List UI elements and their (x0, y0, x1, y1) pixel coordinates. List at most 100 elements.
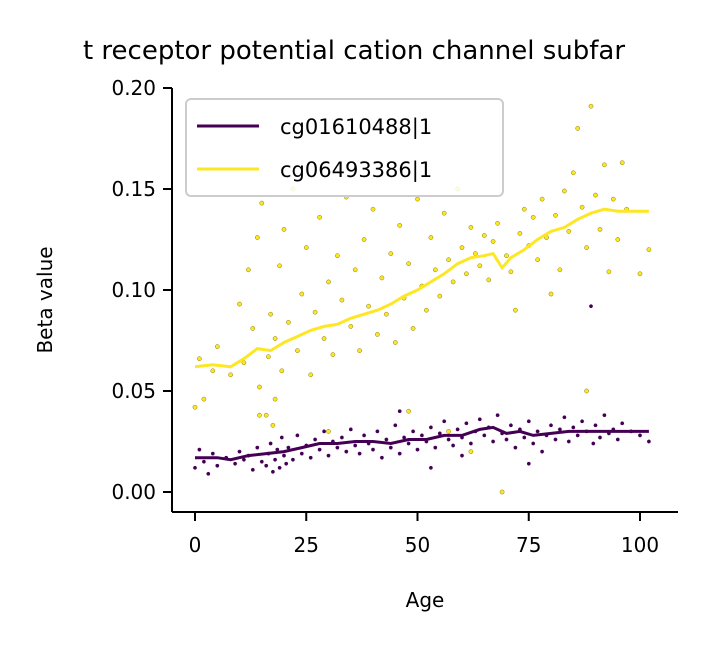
trend-line-cg01610488 (195, 425, 649, 462)
series-cg01610488 (192, 303, 652, 477)
data-point-cg06493386-12 (259, 200, 265, 206)
data-point-cg01610488-89 (575, 433, 581, 438)
data-point-cg06493386-37 (357, 348, 362, 353)
y-tick-label-0.05: 0.05 (111, 379, 156, 403)
data-point-cg06493386-62 (468, 225, 474, 230)
legend: cg01610488|1 cg06493386|1 (185, 98, 504, 197)
data-point-cg01610488-21 (279, 435, 285, 440)
data-point-cg06493386-32 (335, 253, 340, 259)
data-point-cg01610488-45 (379, 455, 385, 461)
data-point-cg01610488-70 (490, 439, 496, 444)
data-point-cg06493386-104 (446, 429, 451, 434)
data-point-cg06493386-105 (468, 449, 474, 454)
y-tick-label-0.00: 0.00 (111, 480, 156, 504)
data-point-cg06493386-43 (384, 311, 389, 317)
data-point-cg01610488-84 (553, 437, 558, 442)
x-tick-label-100: 100 (621, 533, 659, 557)
data-point-cg06493386-92 (602, 162, 607, 168)
data-point-cg01610488-23 (283, 461, 289, 467)
data-point-cg01610488-51 (406, 441, 411, 446)
data-point-cg06493386-45 (392, 340, 398, 345)
data-point-cg06493386-65 (481, 233, 487, 238)
data-point-cg06493386-80 (548, 291, 554, 297)
data-point-cg01610488-35 (335, 445, 340, 450)
legend-box (185, 98, 504, 197)
data-point-cg06493386-103 (406, 408, 411, 414)
data-point-cg06493386-83 (562, 188, 567, 194)
data-point-cg06493386-85 (570, 170, 576, 176)
data-point-cg06493386-89 (588, 103, 594, 109)
data-point-cg06493386-69 (499, 489, 505, 495)
data-point-cg06493386-20 (281, 227, 287, 232)
data-point-cg01610488-48 (392, 422, 398, 428)
data-point-cg06493386-31 (330, 352, 336, 357)
data-point-cg01610488-61 (450, 443, 456, 448)
data-point-cg01610488-33 (326, 453, 331, 458)
x-axis-label: Age (406, 588, 445, 612)
data-point-cg01610488-25 (290, 457, 296, 463)
data-point-cg06493386-56 (441, 210, 447, 216)
data-point-cg01610488-56 (428, 425, 434, 430)
data-point-cg01610488-86 (562, 414, 567, 420)
data-point-cg01610488-41 (361, 433, 367, 438)
data-point-cg06493386-28 (317, 214, 322, 220)
data-point-cg06493386-44 (388, 251, 394, 256)
data-point-cg06493386-3 (210, 368, 216, 374)
data-point-cg06493386-87 (579, 204, 585, 210)
y-tick-label-0.20: 0.20 (111, 76, 156, 100)
data-point-cg01610488-93 (590, 441, 596, 446)
data-point-cg01610488-46 (384, 437, 389, 442)
data-point-cg06493386-58 (450, 279, 456, 285)
data-point-cg06493386-57 (446, 257, 451, 263)
data-point-cg01610488-0 (192, 465, 198, 471)
series-cg06493386 (192, 103, 652, 495)
data-point-cg01610488-90 (579, 418, 585, 424)
data-point-cg06493386-49 (410, 326, 416, 331)
data-point-cg06493386-84 (566, 229, 572, 234)
data-point-cg06493386-55 (437, 293, 443, 299)
data-point-cg01610488-59 (441, 418, 447, 424)
data-point-cg01610488-92 (588, 303, 594, 309)
data-point-cg01610488-74 (508, 422, 514, 428)
y-tick-label-0.10: 0.10 (111, 278, 156, 302)
data-point-cg06493386-78 (539, 196, 545, 202)
data-point-cg06493386-24 (299, 291, 305, 297)
data-point-cg01610488-100 (619, 420, 625, 426)
data-point-cg06493386-88 (584, 245, 589, 250)
data-point-cg01610488-26 (295, 433, 300, 438)
data-point-cg06493386-25 (303, 245, 309, 250)
data-point-cg06493386-48 (406, 261, 411, 267)
chart-title: t receptor potential cation channel subf… (83, 36, 625, 66)
data-point-cg01610488-53 (415, 447, 420, 452)
data-point-cg01610488-4 (210, 451, 216, 456)
data-point-cg06493386-18 (277, 263, 282, 269)
data-point-cg06493386-66 (486, 277, 492, 283)
x-axis-ticks: 0 25 50 75 100 (189, 512, 659, 557)
trend-line-cg06493386 (194, 207, 649, 369)
data-point-cg01610488-71 (495, 412, 500, 418)
data-point-cg06493386-26 (308, 372, 314, 378)
data-point-cg06493386-0 (192, 404, 198, 410)
data-point-cg01610488-102 (637, 433, 643, 438)
data-point-cg06493386-8 (246, 267, 251, 273)
data-point-cg01610488-22 (281, 453, 287, 458)
data-point-cg06493386-101 (272, 396, 278, 402)
data-point-cg01610488-47 (388, 445, 394, 450)
data-point-cg06493386-60 (459, 245, 465, 250)
data-point-cg06493386-63 (473, 251, 478, 256)
data-point-cg01610488-88 (570, 425, 576, 430)
data-point-cg06493386-7 (241, 360, 247, 366)
plot-area (192, 103, 652, 495)
data-point-cg01610488-79 (530, 441, 536, 446)
data-point-cg01610488-3 (205, 471, 211, 477)
data-point-cg01610488-11 (250, 467, 256, 473)
data-point-cg01610488-27 (299, 451, 305, 456)
data-point-cg06493386-106 (584, 388, 589, 394)
data-point-cg01610488-49 (397, 451, 403, 456)
data-point-cg06493386-23 (295, 348, 300, 353)
data-point-cg01610488-13 (259, 459, 265, 465)
data-point-cg01610488-20 (277, 465, 282, 471)
data-point-cg01610488-5 (214, 463, 220, 469)
data-point-cg06493386-17 (272, 336, 278, 341)
data-point-cg06493386-6 (237, 301, 242, 307)
